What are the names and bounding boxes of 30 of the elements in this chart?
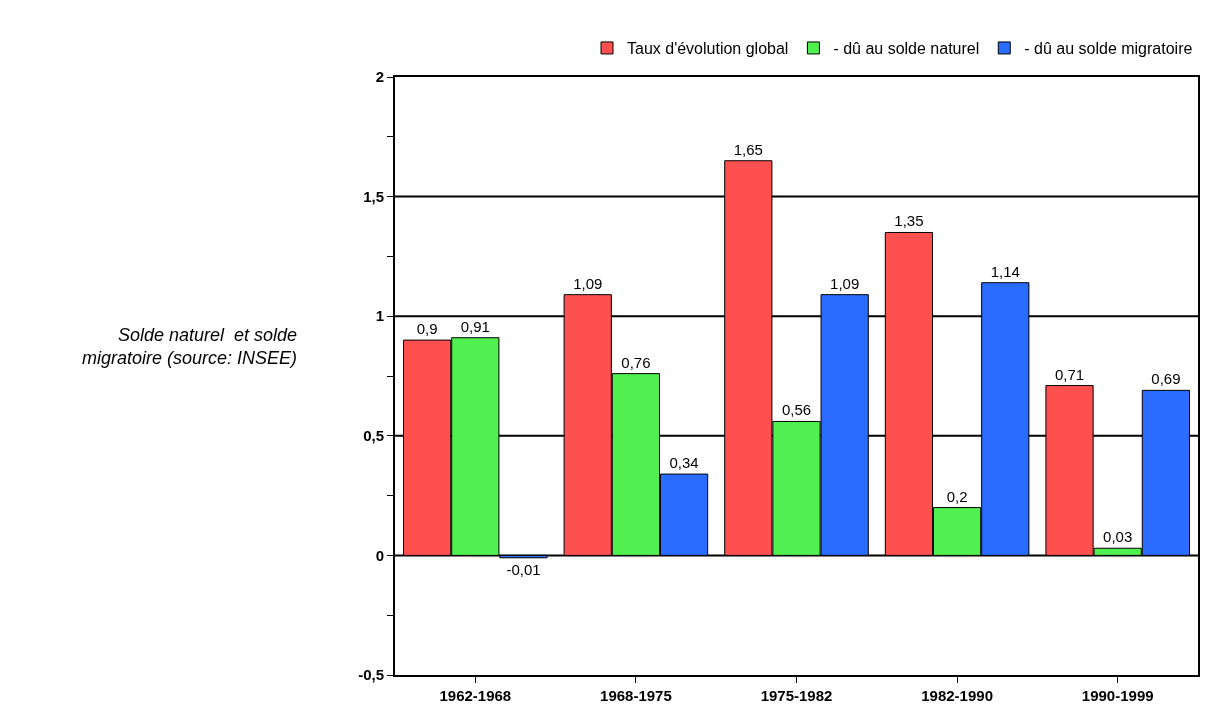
y-axis-title: Solde naturel et solde migratoire (source: INSEE) [82,325,298,369]
data-label: 0,69 [1151,370,1181,388]
data-label: 0,76 [621,353,651,371]
y-tick-label: 2 [375,68,384,86]
legend-label: - dû au solde migratoire [1024,40,1193,58]
y-tick-label: 1,5 [363,187,384,205]
y-tick-label: 0 [375,546,384,564]
data-label: 0,34 [669,454,699,472]
data-label: 1,14 [990,262,1020,280]
x-tick-label: 1962-1968 [439,687,512,704]
data-label: 0,71 [1054,365,1085,383]
legend-label: - dû au solde naturel [833,40,980,58]
x-tick-label: 1968-1975 [600,687,672,704]
data-label: 1,09 [573,274,603,292]
data-label: 0,9 [416,320,438,338]
data-label: 1,09 [830,274,860,292]
y-tick-label: 0,5 [363,427,384,445]
x-tick-label: 1982-1990 [921,687,993,704]
x-tick-label: 1990-1999 [1081,687,1154,704]
y-tick-label: -0,5 [358,666,384,684]
data-label: 0,2 [946,487,968,505]
x-tick-label: 1975-1982 [760,687,833,704]
data-label: 1,35 [894,212,924,230]
data-label: 0,03 [1103,528,1133,546]
data-label: 0,56 [781,401,812,419]
y-tick-label: 1 [375,307,384,325]
data-label: 1,65 [733,140,763,158]
legend-label: Taux d'évolution global [627,40,789,58]
data-label: 0,91 [460,317,490,335]
data-label: -0,01 [506,560,541,578]
